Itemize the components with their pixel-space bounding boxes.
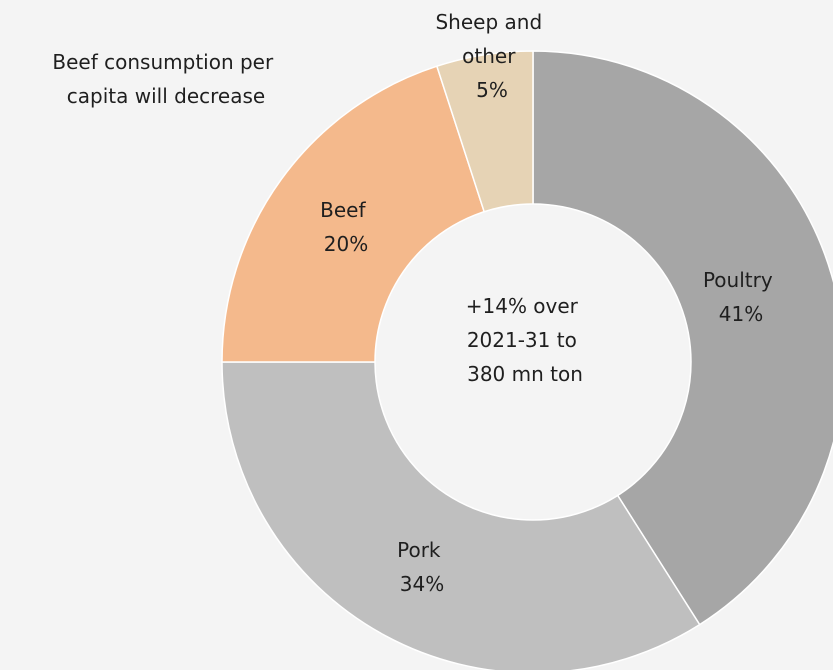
slice-name-poultry: Poultry <box>703 268 773 292</box>
slice-name-sheep-line2: other <box>462 44 516 68</box>
annotation-line-2: capita will decrease <box>67 84 265 108</box>
slice-name-beef: Beef <box>320 198 366 222</box>
slice-label-sheep: Sheep and other 5% <box>435 10 548 102</box>
slice-percent-beef: 20% <box>324 232 368 256</box>
slice-label-beef: Beef 20% <box>320 198 372 256</box>
donut-hole <box>374 203 692 521</box>
slice-percent-pork: 34% <box>400 572 444 596</box>
slice-percent-sheep: 5% <box>476 78 508 102</box>
beef-annotation: Beef consumption per capita will decreas… <box>52 50 279 108</box>
center-text-line-2: 2021-31 to <box>467 328 577 352</box>
slice-percent-poultry: 41% <box>719 302 763 326</box>
center-text: +14% over 2021-31 to 380 mn ton <box>466 294 585 386</box>
slice-name-pork: Pork <box>397 538 441 562</box>
center-text-line-3: 380 mn ton <box>467 362 583 386</box>
slice-label-poultry: Poultry 41% <box>703 268 779 326</box>
slice-label-pork: Pork 34% <box>397 538 447 596</box>
center-text-line-1: +14% over <box>466 294 579 318</box>
slice-name-sheep-line1: Sheep and <box>435 10 542 34</box>
annotation-line-1: Beef consumption per <box>52 50 274 74</box>
